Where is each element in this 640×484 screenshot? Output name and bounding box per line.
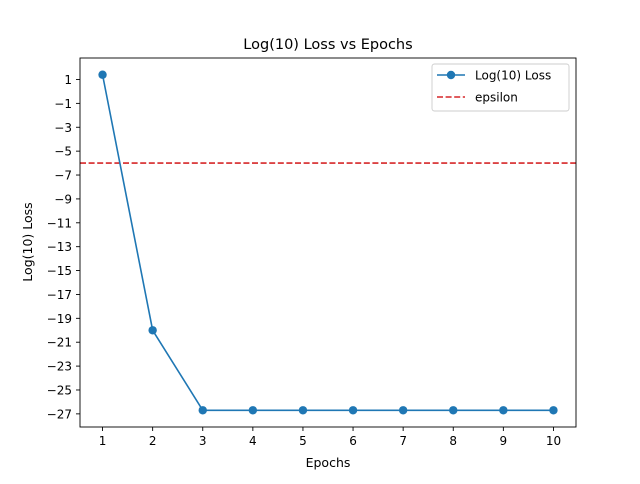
y-tick-label: −9: [54, 192, 72, 206]
plot-area: 1 2 3 4 5 6 7 8 9 10 1 −1 −3 −5 −7 −9 −11 −13 −15 −17 −19 −21…: [47, 57, 577, 448]
y-tick-label: −15: [47, 264, 72, 278]
y-tick-label: −1: [54, 97, 72, 111]
y-tick-label: −7: [54, 169, 72, 183]
legend: Log(10) Loss epsilon: [431, 63, 570, 112]
y-tick-label: −3: [54, 121, 72, 135]
y-tick-label: −23: [47, 360, 72, 374]
x-tick-label: 3: [199, 434, 207, 448]
y-axis-label: Log(10) Loss: [20, 202, 35, 281]
x-tick-label: 8: [449, 434, 457, 448]
legend-marker: [446, 70, 456, 80]
data-point: [449, 406, 458, 415]
y-tick-label: −13: [47, 240, 72, 254]
x-tick-label: 4: [249, 434, 257, 448]
y-tick-label: −25: [47, 383, 72, 397]
axes-frame: [79, 57, 577, 428]
legend-label: epsilon: [475, 91, 518, 105]
y-tick-label: 1: [64, 73, 72, 87]
x-tick-label: 9: [500, 434, 508, 448]
data-point: [298, 406, 308, 415]
data-point: [248, 406, 258, 415]
x-tick-label: 5: [299, 434, 307, 448]
series-line: [101, 74, 554, 412]
data-point: [549, 406, 558, 415]
x-tick-label: 2: [149, 434, 157, 448]
x-tick-label: 7: [399, 434, 407, 448]
legend-label: Log(10) Loss: [475, 69, 551, 83]
data-point: [348, 406, 358, 415]
x-tick-label: 6: [349, 434, 357, 448]
data-point: [148, 326, 157, 335]
x-tick-label: 1: [99, 434, 107, 448]
data-point: [499, 406, 508, 415]
chart-title: Log(10) Loss vs Epochs: [243, 37, 412, 53]
legend-box: [431, 63, 570, 112]
y-tick-label: −19: [47, 312, 72, 326]
y-tick-label: −17: [47, 288, 72, 302]
x-axis-label: Epochs: [306, 455, 351, 470]
data-point: [198, 406, 207, 415]
y-tick-label: −5: [54, 145, 72, 159]
data-point: [98, 70, 107, 79]
x-tick-label: 10: [546, 434, 561, 448]
data-point: [398, 406, 408, 415]
y-tick-label: −21: [47, 336, 72, 350]
y-tick-label: −27: [47, 407, 72, 421]
y-tick-label: −11: [47, 216, 72, 230]
